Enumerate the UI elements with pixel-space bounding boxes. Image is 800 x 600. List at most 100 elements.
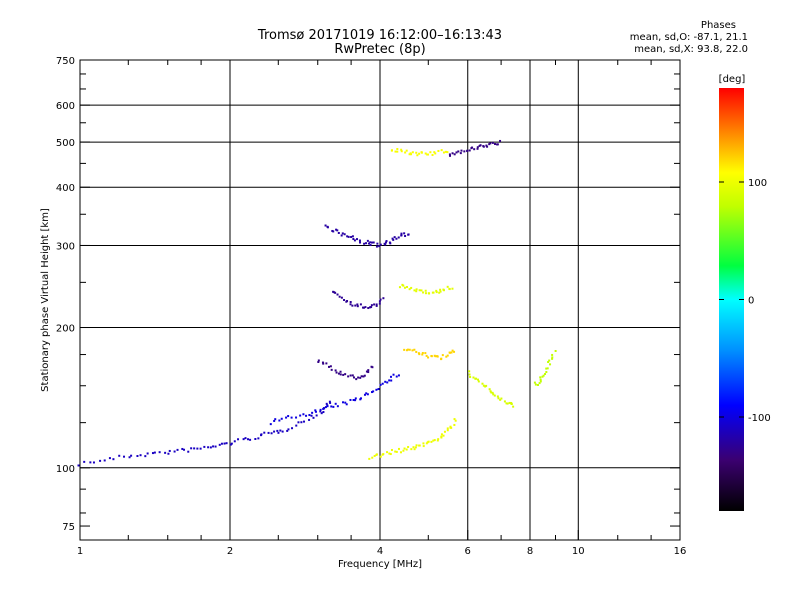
data-point: [435, 289, 438, 292]
data-point: [460, 149, 463, 152]
data-point: [412, 446, 415, 449]
data-point: [303, 420, 306, 423]
data-point: [390, 448, 393, 451]
data-point: [476, 146, 479, 149]
data-point: [453, 153, 456, 156]
data-point: [420, 289, 423, 292]
data-point: [397, 447, 400, 450]
data-point: [362, 375, 365, 378]
data-point: [123, 455, 126, 458]
data-point: [506, 402, 509, 405]
data-point: [453, 350, 456, 353]
data-point: [448, 288, 451, 291]
data-point: [446, 151, 449, 154]
data-point: [425, 354, 428, 357]
data-point: [488, 143, 491, 146]
data-point: [403, 348, 406, 351]
data-point: [332, 405, 335, 408]
data-point: [373, 303, 376, 306]
data-point: [196, 447, 199, 450]
data-point: [379, 383, 382, 386]
data-point: [390, 149, 393, 152]
data-point: [436, 355, 439, 358]
data-point: [363, 393, 366, 396]
y-axis: 75 100 200 300 400 500 600 750: [56, 56, 680, 533]
phase-stats-heading: Phases: [700, 20, 736, 31]
data-point: [339, 373, 342, 376]
data-point: [421, 353, 424, 356]
data-point: [342, 373, 345, 376]
data-point: [356, 303, 359, 306]
data-point: [128, 456, 131, 459]
data-point: [400, 150, 403, 153]
data-point: [308, 418, 311, 421]
data-point: [209, 446, 212, 449]
data-point: [446, 354, 449, 357]
data-point: [321, 361, 324, 364]
data-point: [335, 371, 338, 374]
data-point: [199, 447, 202, 450]
data-point: [405, 448, 408, 451]
data-point: [334, 291, 337, 294]
data-point: [407, 445, 410, 448]
data-point: [249, 438, 252, 441]
x-tick-label: 2: [227, 546, 233, 557]
data-point: [414, 446, 417, 449]
data-point: [223, 442, 226, 445]
data-point: [494, 143, 497, 146]
data-point: [83, 460, 86, 463]
data-point: [311, 411, 314, 414]
data-point: [424, 292, 427, 295]
data-point: [389, 453, 392, 456]
data-point: [398, 286, 401, 289]
data-point: [384, 243, 387, 246]
data-point: [193, 447, 196, 450]
data-point: [352, 238, 355, 241]
data-point: [370, 391, 373, 394]
data-point: [478, 144, 481, 147]
data-point: [393, 236, 396, 239]
data-point: [377, 388, 380, 391]
data-point: [468, 373, 471, 376]
data-point: [477, 380, 480, 383]
data-point: [490, 391, 493, 394]
data-point: [415, 444, 418, 447]
data-point: [539, 380, 542, 383]
x-axis-title: Frequency [MHz]: [338, 559, 422, 570]
data-point: [433, 439, 436, 442]
phase-stats-x: mean, sd,X: 93.8, 22.0: [634, 44, 748, 55]
data-point: [545, 367, 548, 370]
data-point: [336, 405, 339, 408]
data-point: [363, 374, 366, 377]
data-point: [365, 392, 368, 395]
grid: [80, 60, 680, 540]
data-point: [314, 410, 317, 413]
data-point: [335, 228, 338, 231]
data-point: [388, 379, 391, 382]
data-point: [324, 406, 327, 409]
data-point: [395, 450, 398, 453]
data-point: [314, 409, 317, 412]
data-point: [493, 394, 496, 397]
data-point: [257, 437, 260, 440]
data-point: [233, 440, 236, 443]
data-point: [468, 149, 471, 152]
data-point: [349, 300, 352, 303]
data-point: [280, 417, 283, 420]
data-point: [492, 393, 495, 396]
data-point: [181, 447, 184, 450]
data-point: [269, 423, 272, 426]
data-point: [343, 298, 346, 301]
data-point: [370, 365, 373, 368]
data-point: [406, 348, 409, 351]
data-point: [534, 383, 537, 386]
data-point: [411, 151, 414, 154]
data-point: [413, 289, 416, 292]
data-point: [382, 453, 385, 456]
data-point: [356, 238, 359, 241]
x-tick-label: 8: [527, 546, 533, 557]
data-point: [305, 414, 308, 417]
data-point: [376, 242, 379, 245]
y-tick-label: 300: [56, 241, 75, 252]
